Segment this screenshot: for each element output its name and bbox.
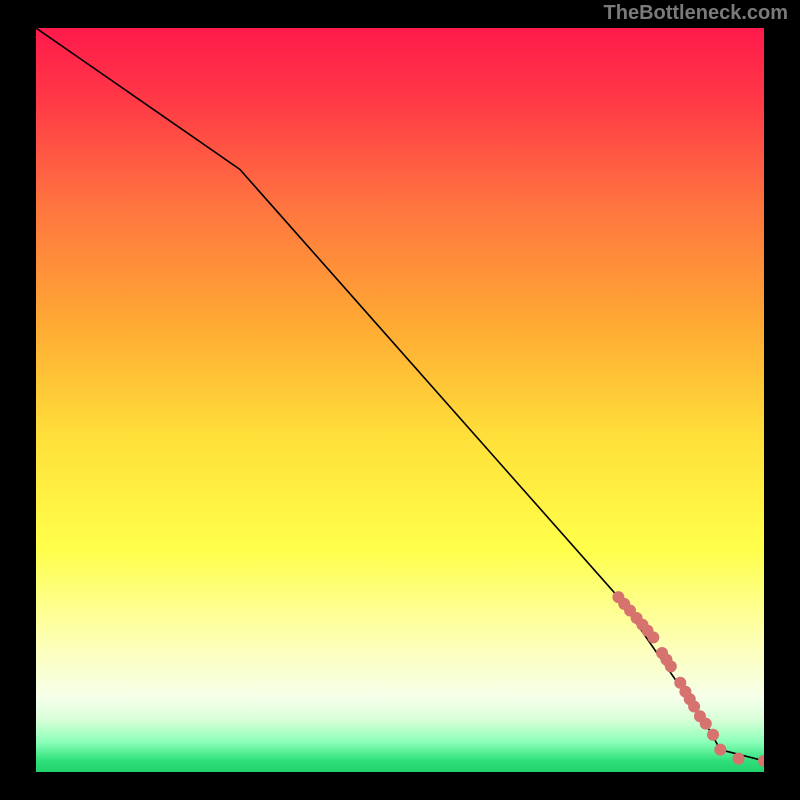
- marker-point: [714, 744, 726, 756]
- marker-point: [733, 753, 745, 765]
- plot-area: [36, 28, 764, 772]
- marker-point: [707, 729, 719, 741]
- chart-overlay: [36, 28, 764, 772]
- marker-point: [665, 660, 677, 672]
- marker-group: [612, 591, 764, 767]
- marker-point: [700, 718, 712, 730]
- marker-point: [758, 755, 764, 767]
- marker-point: [647, 631, 659, 643]
- watermark-text: TheBottleneck.com: [604, 2, 788, 25]
- chart-line: [36, 28, 764, 761]
